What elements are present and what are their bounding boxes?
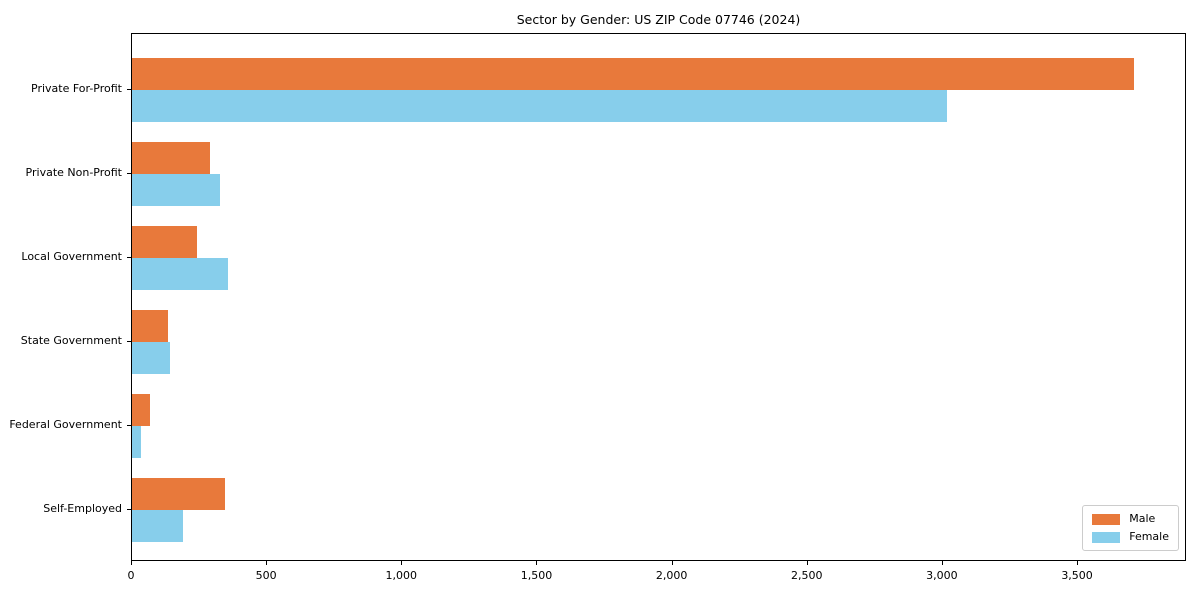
xtick-label-1,500: 1,500 xyxy=(520,569,553,582)
bar-male-federal-government xyxy=(132,394,150,426)
bar-male-private-non-profit xyxy=(132,142,210,174)
bar-female-state-government xyxy=(132,342,170,374)
xtick-mark-500 xyxy=(266,561,268,565)
legend-item-female: Female xyxy=(1092,531,1169,543)
legend-item-male: Male xyxy=(1092,513,1169,525)
xtick-mark-3,000 xyxy=(941,561,943,565)
ytick-mark-state-government xyxy=(127,341,131,342)
bar-female-private-non-profit xyxy=(132,174,221,206)
ytick-mark-self-employed xyxy=(127,509,131,510)
bar-male-state-government xyxy=(132,310,168,342)
ytick-label-private-non-profit: Private Non-Profit xyxy=(25,166,122,179)
xtick-mark-1,500 xyxy=(536,561,538,565)
xtick-label-500: 500 xyxy=(255,569,277,582)
ytick-label-federal-government: Federal Government xyxy=(9,418,122,431)
bar-female-federal-government xyxy=(132,426,141,458)
ytick-mark-local-government xyxy=(127,257,131,258)
xtick-label-3,500: 3,500 xyxy=(1061,569,1093,582)
xtick-label-2,500: 2,500 xyxy=(791,569,823,582)
ytick-label-private-for-profit: Private For-Profit xyxy=(31,82,122,95)
xtick-mark-2,500 xyxy=(806,561,808,565)
xtick-mark-2,000 xyxy=(671,561,673,565)
xtick-label-1,000: 1,000 xyxy=(385,569,418,582)
ytick-label-self-employed: Self-Employed xyxy=(43,502,122,515)
xtick-mark-1,000 xyxy=(401,561,403,565)
chart-title: Sector by Gender: US ZIP Code 07746 (202… xyxy=(516,12,801,27)
bar-female-private-for-profit xyxy=(132,90,947,122)
xtick-mark-0 xyxy=(131,561,132,565)
xtick-label-0: 0 xyxy=(127,569,135,582)
male-color-swatch xyxy=(1092,513,1121,525)
bar-female-self-employed xyxy=(132,510,184,542)
female-color-swatch xyxy=(1092,531,1121,543)
ytick-mark-private-non-profit xyxy=(127,173,131,174)
xtick-label-2,000: 2,000 xyxy=(655,569,688,582)
legend-label-female: Female xyxy=(1129,530,1169,543)
ytick-mark-federal-government xyxy=(127,425,131,426)
bar-male-local-government xyxy=(132,226,197,258)
bar-male-self-employed xyxy=(132,478,225,510)
bar-female-local-government xyxy=(132,258,228,290)
plot-area: Male Female xyxy=(131,33,1186,561)
ytick-label-local-government: Local Government xyxy=(21,250,122,263)
ytick-label-state-government: State Government xyxy=(20,334,122,347)
ytick-mark-private-for-profit xyxy=(127,89,131,90)
xtick-label-3,000: 3,000 xyxy=(926,569,958,582)
xtick-mark-3,500 xyxy=(1077,561,1079,565)
legend-label-male: Male xyxy=(1129,512,1156,525)
legend: Male Female xyxy=(1082,505,1179,551)
bar-male-private-for-profit xyxy=(132,58,1134,90)
